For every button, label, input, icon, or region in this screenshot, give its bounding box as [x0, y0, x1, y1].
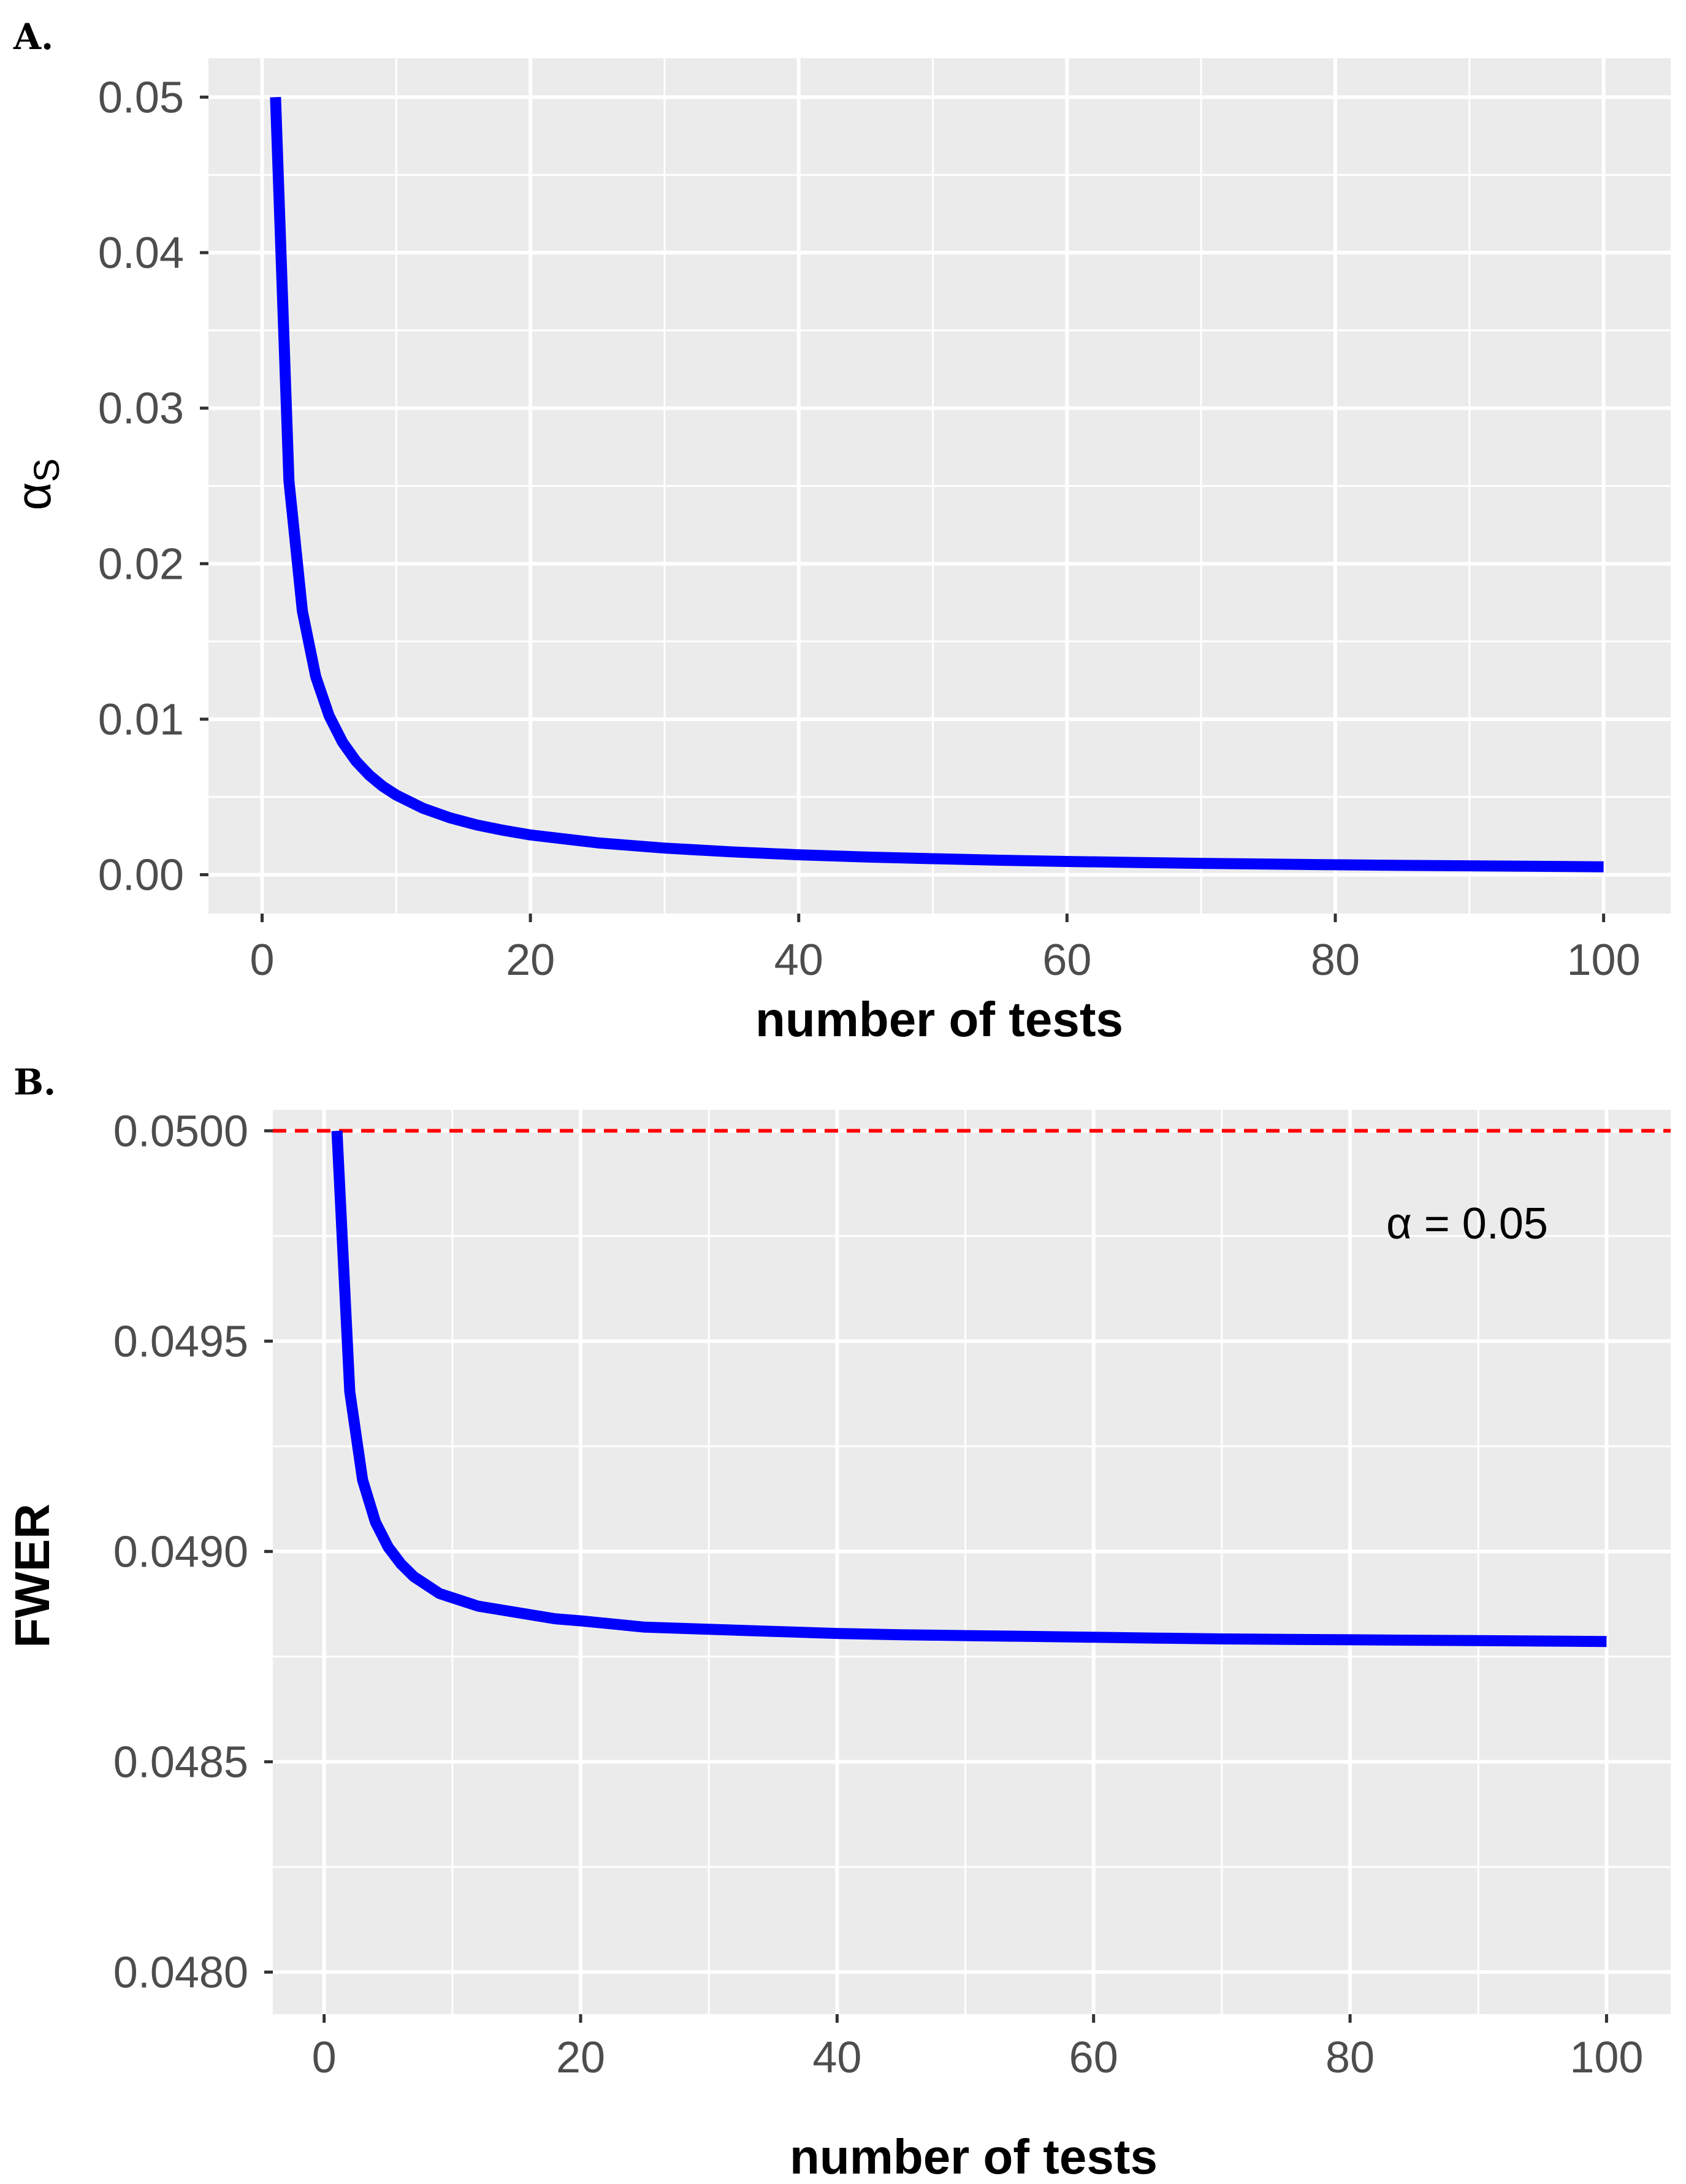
panel-b-x-axis-title: number of tests — [790, 2129, 1158, 2184]
panel-b-y-axis-title: FWER — [5, 1503, 59, 1648]
panel-a-series — [270, 97, 1604, 872]
x-tick-label: 40 — [812, 2033, 861, 2082]
panel-a-y-ticks: 0.00 0.01 0.02 0.03 0.04 0.05 — [98, 73, 208, 900]
x-tick-label: 60 — [1042, 936, 1091, 985]
panel-a-letter: A. — [13, 16, 53, 58]
y-tick-label: 0.0490 — [113, 1527, 248, 1576]
x-tick-label: 80 — [1311, 936, 1360, 985]
panel-a-y-axis-title: αS — [6, 459, 67, 511]
panel-a-x-ticks: 0 20 40 60 80 100 — [250, 914, 1641, 985]
panel-b-x-ticks: 0 20 40 60 80 100 — [312, 2014, 1643, 2082]
x-tick-label: 60 — [1069, 2033, 1118, 2082]
x-tick-label: 40 — [774, 936, 823, 985]
panel-a-grid — [208, 58, 1671, 914]
x-tick-label: 100 — [1567, 936, 1641, 985]
panel-b-series — [331, 1130, 1607, 1648]
panel-b-y-ticks: 0.0480 0.0485 0.0490 0.0495 0.0500 — [113, 1107, 273, 1997]
y-tick-label: 0.0480 — [113, 1948, 248, 1997]
panel-b-alpha-annotation: α = 0.05 — [1386, 1199, 1548, 1248]
panel-b-letter: B. — [13, 1061, 56, 1103]
x-tick-label: 20 — [506, 936, 555, 985]
y-tick-label: 0.0495 — [113, 1317, 248, 1366]
x-tick-label: 20 — [556, 2033, 605, 2082]
x-tick-label: 80 — [1326, 2033, 1375, 2082]
y-tick-label: 0.04 — [98, 229, 184, 278]
panel-a-y-axis-subscript: S — [27, 459, 67, 483]
panel-b-plot-background — [273, 1110, 1671, 2014]
y-tick-label: 0.00 — [98, 851, 184, 900]
y-tick-label: 0.05 — [98, 73, 184, 122]
y-tick-label: 0.03 — [98, 384, 184, 433]
x-tick-label: 100 — [1570, 2033, 1643, 2082]
y-tick-label: 0.01 — [98, 695, 184, 744]
y-tick-label: 0.0485 — [113, 1738, 248, 1787]
x-tick-label: 0 — [250, 936, 274, 985]
series-line — [270, 97, 1604, 872]
panel-a-x-axis-title: number of tests — [755, 992, 1123, 1047]
panel-a-y-axis-symbol: α — [6, 482, 61, 510]
y-tick-label: 0.02 — [98, 540, 184, 589]
series-line — [331, 1130, 1607, 1648]
x-tick-label: 0 — [312, 2033, 337, 2082]
panel-a: A. 0 20 40 60 80 100 0.00 0.01 0.02 0.03 0.04 0.05… — [6, 16, 1671, 1047]
panel-b: B. 0 20 40 60 80 100 0.0480 0.0485 0.0490 0.0495… — [5, 1061, 1671, 2184]
y-tick-label: 0.0500 — [113, 1107, 248, 1156]
